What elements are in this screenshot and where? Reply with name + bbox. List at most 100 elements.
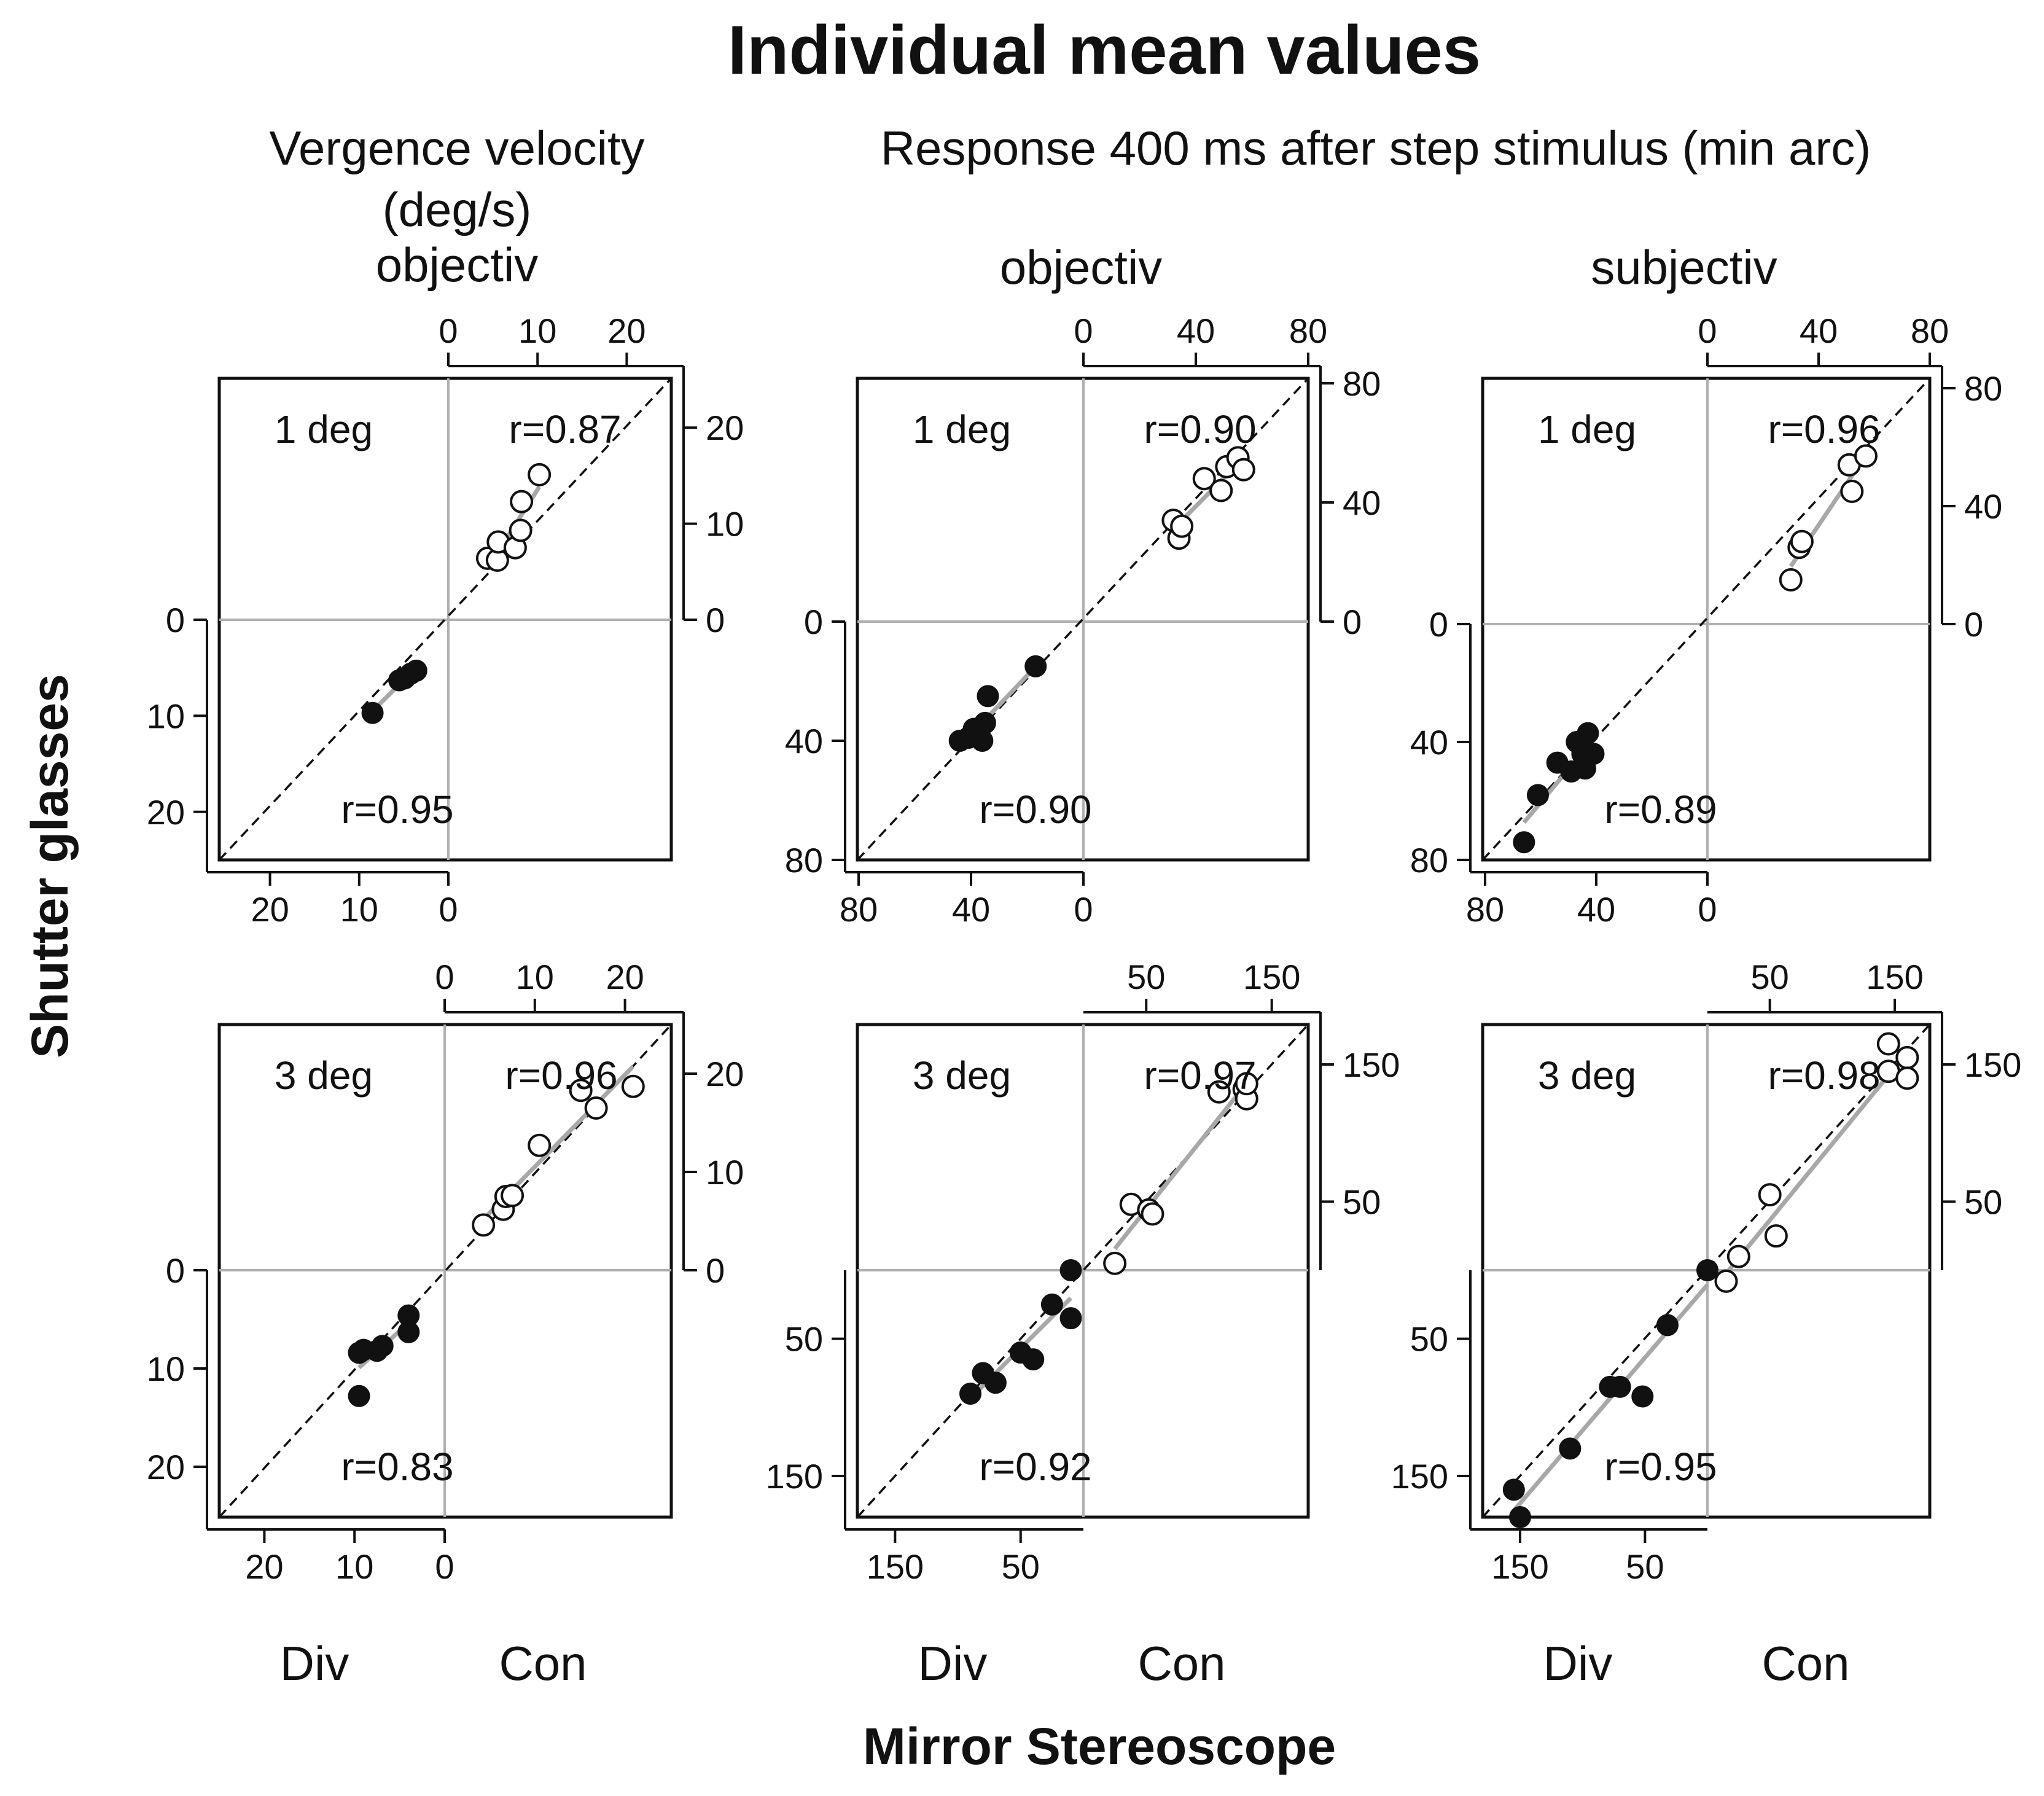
con-point bbox=[1714, 1269, 1738, 1293]
div-label: Div bbox=[1543, 1636, 1613, 1690]
div-point bbox=[959, 1383, 981, 1405]
left-tick-label: 10 bbox=[147, 1349, 185, 1388]
right-tick-label: 20 bbox=[706, 1055, 744, 1093]
bottom-tick-label: 50 bbox=[1002, 1547, 1040, 1586]
left-tick-label: 40 bbox=[785, 722, 823, 760]
div-point bbox=[1024, 655, 1047, 677]
div-label: Div bbox=[918, 1636, 988, 1690]
left-tick-label: 20 bbox=[147, 1448, 185, 1486]
panel-1-0: 0 10 20 20 10 0 20 10 0 0 10 20 3 deg r=0.96 r=0.83 Div… bbox=[147, 958, 744, 1690]
regression-line-con bbox=[1724, 1050, 1909, 1275]
left-tick-label: 150 bbox=[766, 1457, 823, 1496]
con-point bbox=[509, 518, 532, 542]
div-point bbox=[984, 1372, 1007, 1394]
con-point bbox=[1758, 1183, 1782, 1207]
column-header-left-line1: Vergence velocity bbox=[269, 121, 644, 175]
bottom-tick-label: 80 bbox=[1466, 890, 1504, 929]
con-point bbox=[569, 1079, 593, 1103]
regression-line-con bbox=[1113, 1082, 1249, 1251]
right-tick-label: 40 bbox=[1964, 487, 2002, 526]
panel-1-2: 50 150 150 50 150 50 50 150 3 deg r=0.98 r=0.95 Div… bbox=[1391, 958, 2022, 1690]
bottom-tick-label: 0 bbox=[439, 890, 458, 929]
top-tick-label: 150 bbox=[1243, 958, 1300, 996]
div-point bbox=[371, 1335, 394, 1357]
left-tick-label: 0 bbox=[166, 1251, 185, 1290]
panel-1-1: 50 150 150 50 150 50 50 150 3 deg r=0.97 r=0.92 Div… bbox=[766, 958, 1400, 1690]
bottom-tick-label: 0 bbox=[435, 1547, 454, 1586]
top-tick-label: 0 bbox=[435, 958, 454, 996]
con-point bbox=[1207, 1080, 1231, 1104]
r-con-label: r=0.98 bbox=[1768, 1053, 1880, 1098]
top-tick-label: 10 bbox=[518, 311, 556, 350]
con-point bbox=[1895, 1066, 1919, 1090]
con-point bbox=[501, 1184, 525, 1208]
column-header-right: subjectiv bbox=[1591, 240, 1777, 294]
con-point bbox=[1192, 467, 1216, 491]
r-con-label: r=0.87 bbox=[509, 407, 621, 451]
con-label: Con bbox=[1137, 1636, 1225, 1690]
stimulus-label: 3 deg bbox=[913, 1053, 1011, 1098]
div-point bbox=[1656, 1314, 1679, 1337]
scatter-panels: 0 10 20 20 10 0 20 10 0 0 10 20 1 deg r=0.87 r=0.95 0 40… bbox=[147, 311, 2022, 1690]
bottom-tick-label: 10 bbox=[340, 890, 378, 929]
div-point bbox=[1631, 1385, 1654, 1408]
con-point bbox=[1726, 1244, 1750, 1268]
div-point bbox=[1582, 743, 1605, 765]
con-point bbox=[1141, 1202, 1164, 1226]
bottom-tick-label: 40 bbox=[952, 890, 990, 929]
div-point bbox=[405, 659, 427, 682]
div-point bbox=[1609, 1375, 1631, 1398]
div-point bbox=[1040, 1293, 1063, 1316]
left-tick-label: 0 bbox=[166, 601, 185, 639]
column-header-middle: objectiv bbox=[1000, 240, 1162, 294]
con-point bbox=[1764, 1224, 1788, 1248]
r-con-label: r=0.90 bbox=[1144, 407, 1256, 451]
r-div-label: r=0.92 bbox=[979, 1445, 1091, 1489]
bottom-tick-label: 20 bbox=[245, 1547, 283, 1586]
r-con-label: r=0.96 bbox=[1768, 407, 1880, 451]
con-point bbox=[510, 490, 534, 513]
identity-line bbox=[218, 377, 673, 861]
div-point bbox=[1696, 1259, 1718, 1281]
con-point bbox=[1876, 1032, 1900, 1056]
con-point bbox=[528, 463, 552, 486]
div-point bbox=[973, 711, 996, 734]
right-tick-label: 150 bbox=[1964, 1045, 2021, 1084]
right-tick-label: 0 bbox=[706, 601, 725, 639]
con-point bbox=[1854, 444, 1878, 468]
right-tick-label: 50 bbox=[1964, 1182, 2002, 1221]
panel-0-1: 0 40 80 80 40 0 80 40 0 0 40 80 1 deg r=0.90 r=0.90 bbox=[785, 311, 1381, 929]
column-header-span: Response 400 ms after step stimulus (min… bbox=[881, 121, 1871, 175]
bottom-tick-label: 20 bbox=[251, 890, 289, 929]
stimulus-label: 3 deg bbox=[275, 1053, 373, 1098]
con-point bbox=[1790, 529, 1814, 553]
left-tick-label: 10 bbox=[147, 697, 185, 735]
bottom-tick-label: 40 bbox=[1577, 890, 1615, 929]
bottom-tick-label: 150 bbox=[1491, 1547, 1548, 1586]
panel-0-0: 0 10 20 20 10 0 20 10 0 0 10 20 1 deg r=0.87 r=0.95 bbox=[147, 311, 744, 929]
y-axis-title: Shutter glasses bbox=[21, 674, 79, 1058]
div-point bbox=[348, 1384, 370, 1407]
top-tick-label: 150 bbox=[1866, 958, 1923, 996]
right-tick-label: 80 bbox=[1343, 364, 1381, 403]
r-div-label: r=0.95 bbox=[341, 787, 453, 832]
con-label: Con bbox=[499, 1636, 587, 1690]
left-tick-label: 80 bbox=[1410, 841, 1448, 880]
div-point bbox=[1502, 1478, 1525, 1501]
bottom-tick-label: 0 bbox=[1074, 890, 1093, 929]
right-tick-label: 10 bbox=[706, 1153, 744, 1192]
div-point bbox=[361, 701, 384, 724]
top-tick-label: 20 bbox=[606, 958, 644, 996]
bottom-tick-label: 0 bbox=[1698, 890, 1717, 929]
r-div-label: r=0.90 bbox=[979, 787, 1091, 832]
div-label: Div bbox=[280, 1636, 349, 1690]
right-tick-label: 0 bbox=[1343, 603, 1362, 641]
right-tick-label: 0 bbox=[1964, 605, 1983, 644]
con-point bbox=[1209, 478, 1233, 502]
stimulus-label: 1 deg bbox=[913, 407, 1011, 451]
con-point bbox=[1840, 480, 1864, 503]
con-point bbox=[1895, 1045, 1919, 1069]
right-tick-label: 150 bbox=[1343, 1045, 1400, 1084]
top-tick-label: 20 bbox=[607, 311, 646, 350]
